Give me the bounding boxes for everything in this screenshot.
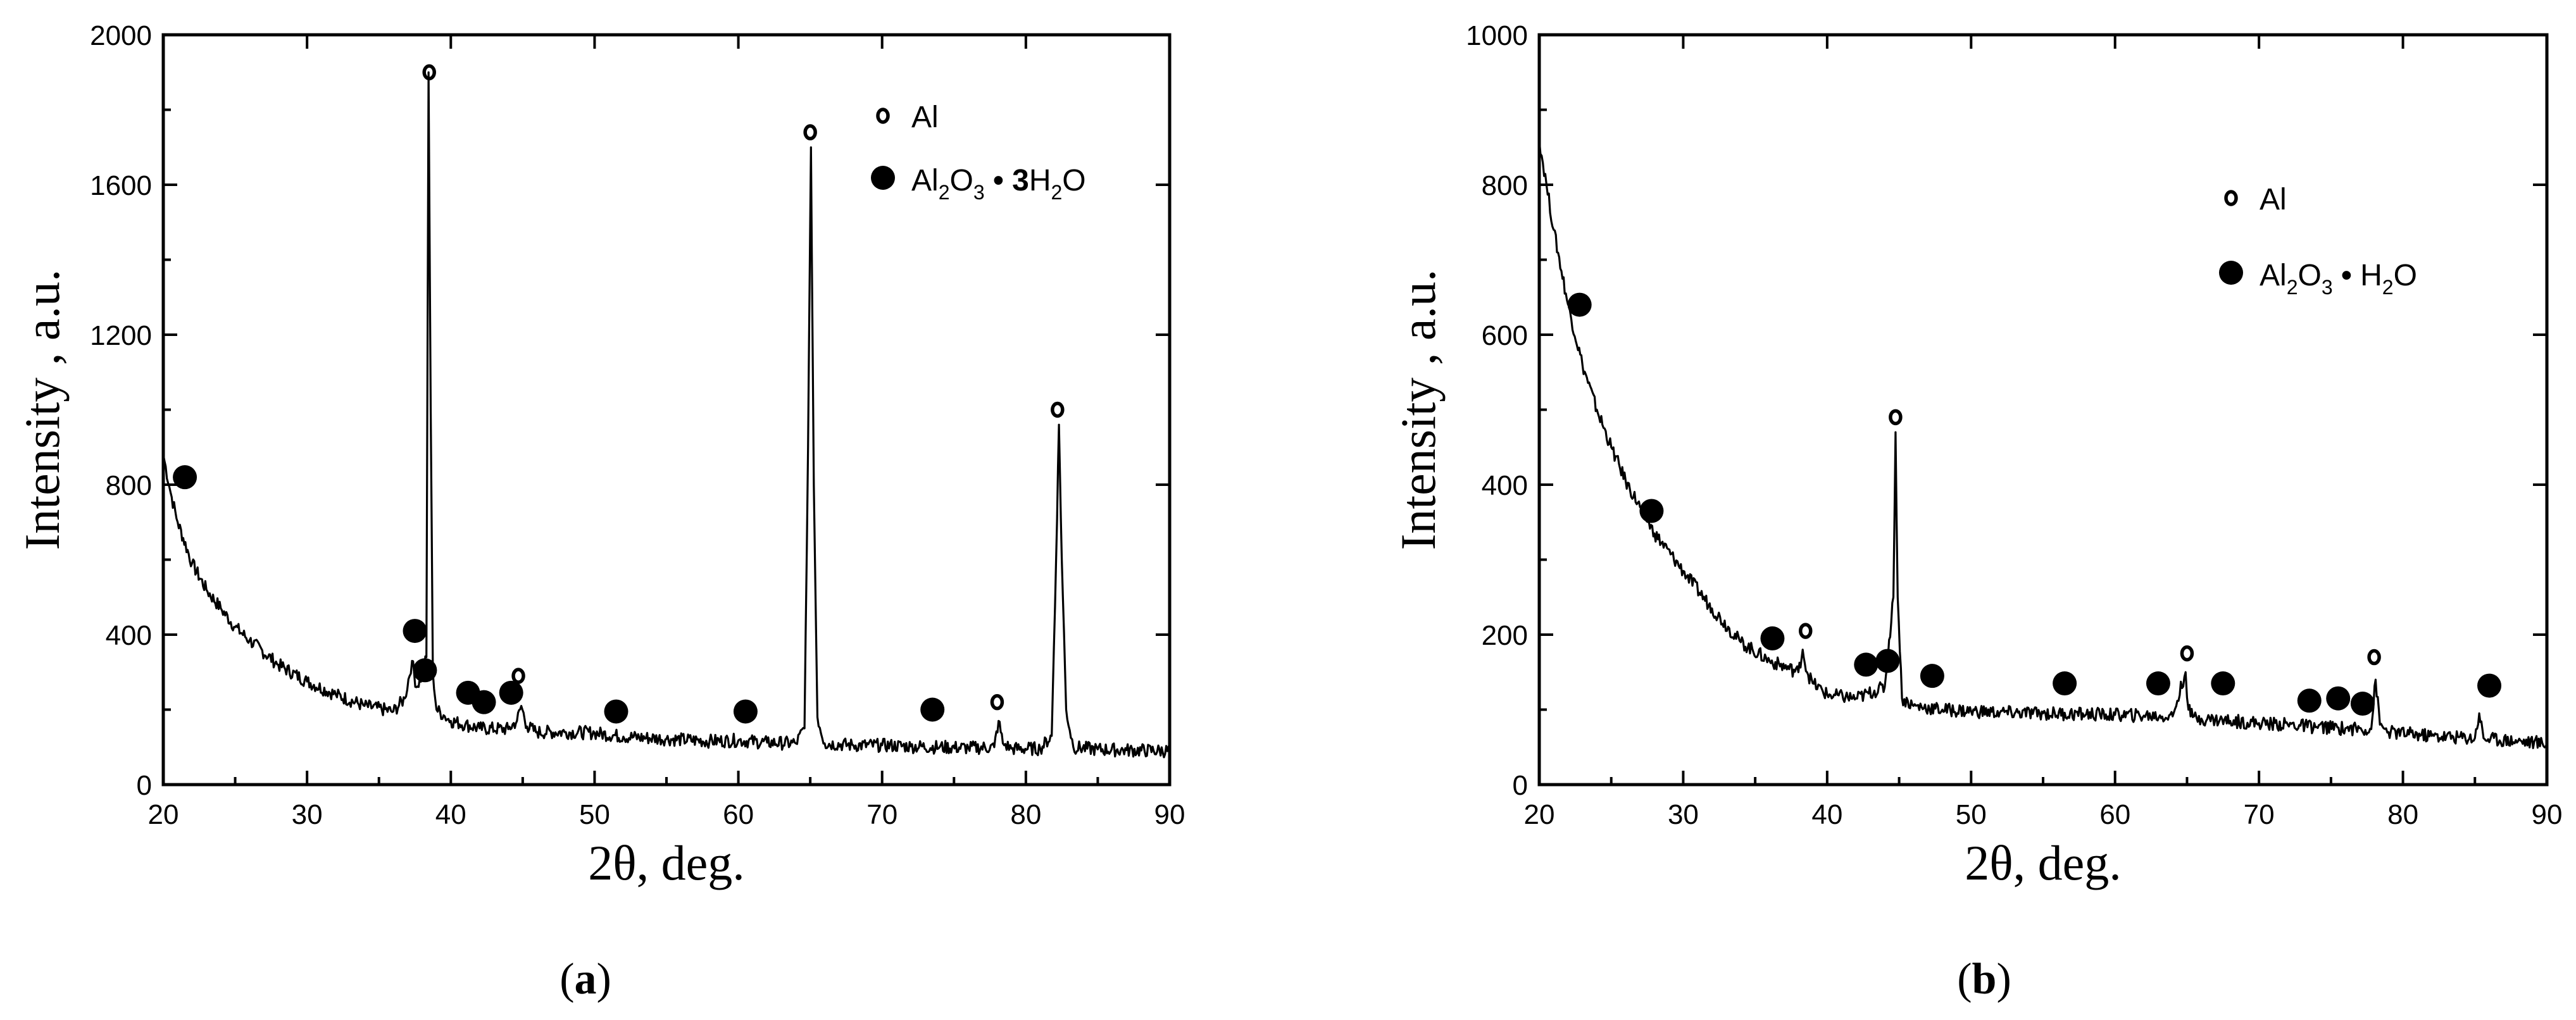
panel-a-al-peak-marker bbox=[803, 124, 817, 140]
panel-a-y-axis-title: Intensity , a.u. bbox=[15, 269, 70, 550]
panel-a-al-peak-marker bbox=[511, 668, 525, 684]
panel-a-y-tick-label: 0 bbox=[137, 770, 152, 801]
panel-b-al-peak-marker bbox=[2367, 649, 2381, 666]
panel-b-x-tick-label: 20 bbox=[1524, 799, 1555, 830]
panel-a-al-peak-marker bbox=[422, 64, 436, 80]
panel-b-y-tick-label: 400 bbox=[1482, 470, 1528, 501]
panel-a-legend-al-marker bbox=[876, 108, 890, 124]
panel-b-legend-al-label: Al bbox=[2260, 183, 2287, 216]
panel-b-hydrate-peak-marker bbox=[2211, 671, 2235, 696]
panel-b-al-peak-marker bbox=[1889, 409, 1903, 426]
panel-b-x-tick-label: 40 bbox=[1811, 799, 1842, 830]
panel-b-hydrate-peak-marker bbox=[2146, 671, 2170, 696]
panel-b-y-tick-label: 1000 bbox=[1466, 20, 1528, 51]
panel-b-hydrate-peak-marker bbox=[2053, 671, 2077, 696]
panel-a-hydrate-peak-marker bbox=[173, 465, 197, 490]
panel-a-hydrate-peak-marker bbox=[499, 680, 523, 705]
panel-a-x-tick-label: 80 bbox=[1010, 799, 1041, 830]
panel-a-x-tick-label: 50 bbox=[579, 799, 610, 830]
caption-b: (b) bbox=[1957, 955, 2011, 1004]
panel-b-x-axis-title: 2θ, deg. bbox=[1965, 835, 2121, 890]
panel-a-x-tick-label: 20 bbox=[148, 799, 179, 830]
panel-a-x-tick-label: 60 bbox=[723, 799, 754, 830]
panel-b-legend-al-marker bbox=[2224, 190, 2238, 206]
panel-b-al-peak-marker bbox=[2180, 645, 2194, 662]
panel-b-x-tick-label: 90 bbox=[2532, 799, 2563, 830]
chart-panel-b: 20 30 40 50 60 70 80 90 0 200 400 600 800 1000 2θ, deg… bbox=[1391, 20, 2563, 890]
panel-b-y-tick-label: 600 bbox=[1482, 320, 1528, 351]
panel-b-y-tick-label: 0 bbox=[1513, 770, 1528, 801]
panel-b-x-tick-label: 80 bbox=[2387, 799, 2418, 830]
panel-a-x-tick-label: 40 bbox=[435, 799, 466, 830]
panel-b-legend-hydrate-marker bbox=[2219, 261, 2243, 285]
panel-b-hydrate-peak-marker bbox=[1875, 649, 1900, 673]
panel-b-al-peak-marker bbox=[1798, 623, 1813, 639]
panel-a-hydrate-peak-marker bbox=[403, 619, 427, 644]
caption-letter-a: a bbox=[574, 955, 597, 1004]
panel-a-y-tick-label: 2000 bbox=[90, 20, 152, 51]
panel-b-y-axis-title: Intensity , a.u. bbox=[1391, 269, 1446, 550]
caption-a: (a) bbox=[560, 955, 611, 1004]
panel-a-y-tick-label: 800 bbox=[106, 470, 152, 501]
panel-b-legend-hydrate-label: Al2O3 • H2O bbox=[2260, 259, 2417, 299]
panel-b-hydrate-peak-marker bbox=[2326, 686, 2351, 711]
panel-b-hydrate-peak-marker bbox=[1760, 626, 1785, 650]
panel-b-hydrate-peak-marker bbox=[2297, 688, 2322, 713]
panel-a-y-tick-label: 1600 bbox=[90, 170, 152, 201]
panel-a-legend-hydrate-label: Al2O3 • 3H2O bbox=[911, 164, 1086, 204]
panel-a-legend-hydrate-marker bbox=[871, 166, 895, 190]
panel-b-y-tick-label: 800 bbox=[1482, 170, 1528, 201]
panel-a-x-tick-label: 70 bbox=[866, 799, 897, 830]
panel-a-hydrate-peak-marker bbox=[920, 697, 945, 722]
panel-a-legend-al-label: Al bbox=[911, 101, 939, 134]
chart-panel-a: 20 30 40 50 60 70 80 90 0 400 800 1200 1600 2000 2θ, d… bbox=[15, 20, 1185, 890]
caption-letter-b: b bbox=[1972, 955, 1997, 1004]
panel-a-y-tick-label: 400 bbox=[106, 620, 152, 651]
panel-a-al-peak-marker bbox=[1051, 401, 1065, 418]
panel-b-hydrate-peak-marker bbox=[2477, 673, 2502, 698]
panel-a-hydrate-peak-marker bbox=[413, 658, 437, 683]
panel-a-xrd-trace bbox=[162, 71, 1171, 759]
panel-b-x-tick-label: 70 bbox=[2244, 799, 2275, 830]
panel-b-x-tick-label: 30 bbox=[1668, 799, 1699, 830]
panel-b-hydrate-peak-marker bbox=[1920, 664, 1944, 688]
panel-a-hydrate-peak-marker bbox=[604, 699, 628, 724]
panel-b-x-tick-label: 50 bbox=[1956, 799, 1987, 830]
panel-b-hydrate-peak-marker bbox=[1854, 652, 1879, 677]
panel-b-x-tick-label: 60 bbox=[2099, 799, 2130, 830]
panel-a-plot-frame bbox=[161, 33, 1172, 787]
panel-a-hydrate-peak-marker bbox=[733, 699, 758, 724]
panel-a-hydrate-peak-marker bbox=[472, 690, 496, 714]
panel-b-plot-frame bbox=[1537, 33, 2549, 787]
panel-a-al-peak-marker bbox=[990, 693, 1004, 711]
panel-a-x-axis-title: 2θ, deg. bbox=[588, 835, 744, 890]
panel-b-hydrate-peak-marker bbox=[1567, 292, 1592, 317]
panel-a-x-tick-label: 30 bbox=[292, 799, 323, 830]
panel-b-xrd-trace bbox=[1538, 139, 2548, 749]
panel-a-y-tick-label: 1200 bbox=[90, 320, 152, 351]
panel-b-y-tick-label: 200 bbox=[1482, 620, 1528, 651]
panel-a-x-tick-label: 90 bbox=[1154, 799, 1185, 830]
panel-b-hydrate-peak-marker bbox=[2350, 692, 2375, 716]
panel-b-hydrate-peak-marker bbox=[1639, 499, 1664, 523]
